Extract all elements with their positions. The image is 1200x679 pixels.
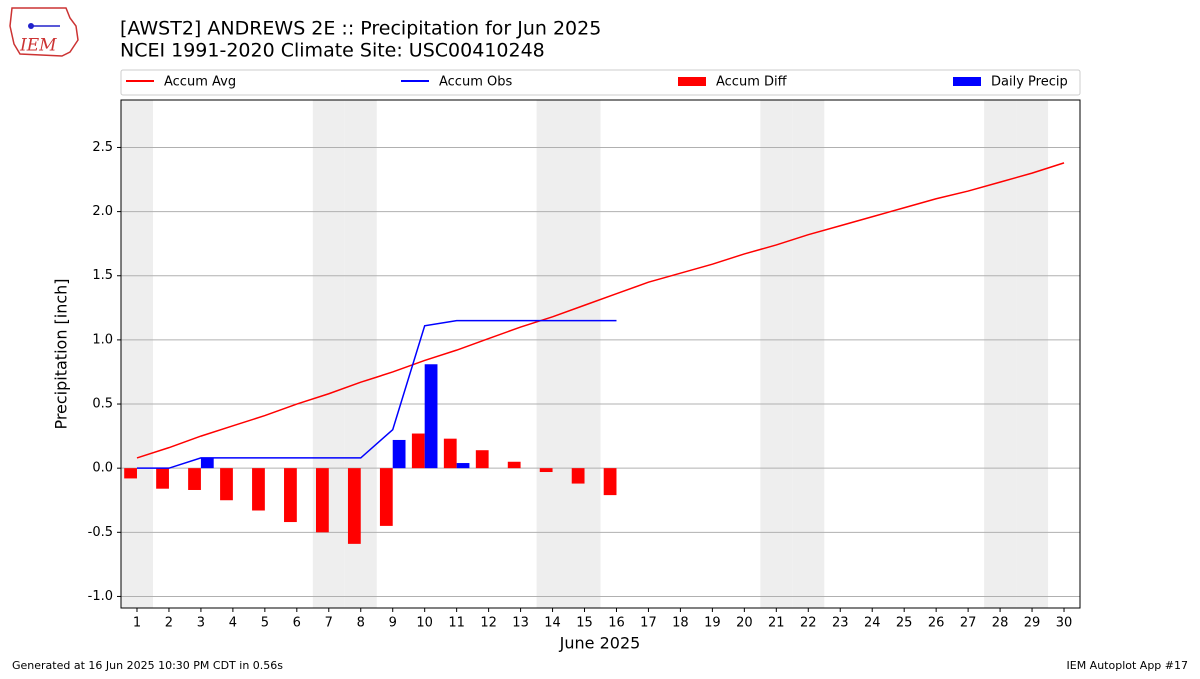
bar xyxy=(315,468,329,533)
footer-left: Generated at 16 Jun 2025 10:30 PM CDT in… xyxy=(12,659,283,672)
y-tick-label: 0.5 xyxy=(92,397,113,412)
weekend-shade xyxy=(760,100,793,608)
legend-label: Accum Avg xyxy=(164,75,236,90)
x-tick-label: 12 xyxy=(480,616,497,631)
legend-box xyxy=(120,69,1081,96)
x-tick-label: 5 xyxy=(261,616,269,631)
x-tick-label: 27 xyxy=(960,616,977,631)
x-tick-label: 20 xyxy=(736,616,753,631)
x-tick-label: 22 xyxy=(800,616,817,631)
bar xyxy=(220,468,233,501)
weekend-shade xyxy=(568,100,601,608)
bar xyxy=(124,468,137,479)
x-tick-label: 23 xyxy=(832,616,849,631)
legend-swatch xyxy=(678,77,706,86)
bar xyxy=(252,468,265,511)
legend-label: Accum Obs xyxy=(439,75,512,90)
footer-right: IEM Autoplot App #17 xyxy=(1067,659,1189,672)
y-tick-label: 2.5 xyxy=(92,140,113,155)
x-tick-label: 15 xyxy=(576,616,593,631)
line xyxy=(136,162,1065,459)
x-tick-label: 14 xyxy=(544,616,561,631)
line xyxy=(136,319,617,469)
bar xyxy=(188,468,201,490)
bar xyxy=(475,450,489,469)
y-tick-label: -1.0 xyxy=(88,589,113,604)
weekend-shade xyxy=(536,100,569,608)
weekend-shade xyxy=(1016,100,1049,608)
x-tick-label: 21 xyxy=(768,616,785,631)
x-tick-label: 17 xyxy=(640,616,657,631)
bar xyxy=(424,364,438,469)
y-axis-label: Precipitation [inch] xyxy=(52,278,71,429)
x-tick-label: 19 xyxy=(704,616,721,631)
y-tick-label: 1.0 xyxy=(92,332,113,347)
weekend-shade xyxy=(984,100,1017,608)
y-tick-label: 2.0 xyxy=(92,204,113,219)
logo-outline xyxy=(9,7,79,57)
x-tick-label: 7 xyxy=(325,616,333,631)
x-tick-label: 2 xyxy=(165,616,173,631)
logo: IEM xyxy=(9,7,79,57)
x-tick-label: 11 xyxy=(448,616,465,631)
y-tick-label: 0.0 xyxy=(92,461,113,476)
x-tick-label: 13 xyxy=(512,616,529,631)
bar xyxy=(411,433,425,469)
bar xyxy=(603,468,617,496)
legend-swatch xyxy=(953,77,981,86)
x-tick-label: 18 xyxy=(672,616,689,631)
x-tick-label: 16 xyxy=(608,616,625,631)
weekend-shade xyxy=(792,100,825,608)
weekend-shade xyxy=(121,100,153,608)
x-tick-label: 28 xyxy=(992,616,1009,631)
x-tick-label: 6 xyxy=(293,616,301,631)
legend-label: Daily Precip xyxy=(991,75,1068,90)
bar xyxy=(200,457,214,469)
bar xyxy=(392,439,406,469)
bar xyxy=(456,463,470,469)
bar xyxy=(571,468,585,484)
bar xyxy=(379,468,393,526)
x-tick-label: 3 xyxy=(197,616,205,631)
bar xyxy=(284,468,297,523)
x-axis-label: June 2025 xyxy=(559,634,641,653)
chart-title: [AWST2] ANDREWS 2E :: Precipitation for … xyxy=(120,18,601,40)
bar xyxy=(347,468,361,544)
legend-label: Accum Diff xyxy=(716,75,788,90)
x-tick-label: 30 xyxy=(1056,616,1073,631)
y-tick-label: -0.5 xyxy=(88,525,113,540)
x-tick-label: 8 xyxy=(357,616,365,631)
x-tick-label: 4 xyxy=(229,616,237,631)
x-tick-label: 24 xyxy=(864,616,881,631)
bar xyxy=(539,468,553,473)
x-tick-label: 29 xyxy=(1024,616,1041,631)
chart-subtitle: NCEI 1991-2020 Climate Site: USC00410248 xyxy=(120,40,545,62)
logo-text: IEM xyxy=(19,36,57,56)
plot-frame xyxy=(120,99,1081,609)
x-tick-label: 1 xyxy=(133,616,141,631)
y-tick-label: 1.5 xyxy=(92,268,113,283)
bar xyxy=(443,438,457,469)
bar xyxy=(507,461,521,469)
x-tick-label: 9 xyxy=(389,616,397,631)
x-tick-label: 25 xyxy=(896,616,913,631)
bar xyxy=(156,468,169,489)
x-tick-label: 26 xyxy=(928,616,945,631)
x-tick-label: 10 xyxy=(416,616,433,631)
